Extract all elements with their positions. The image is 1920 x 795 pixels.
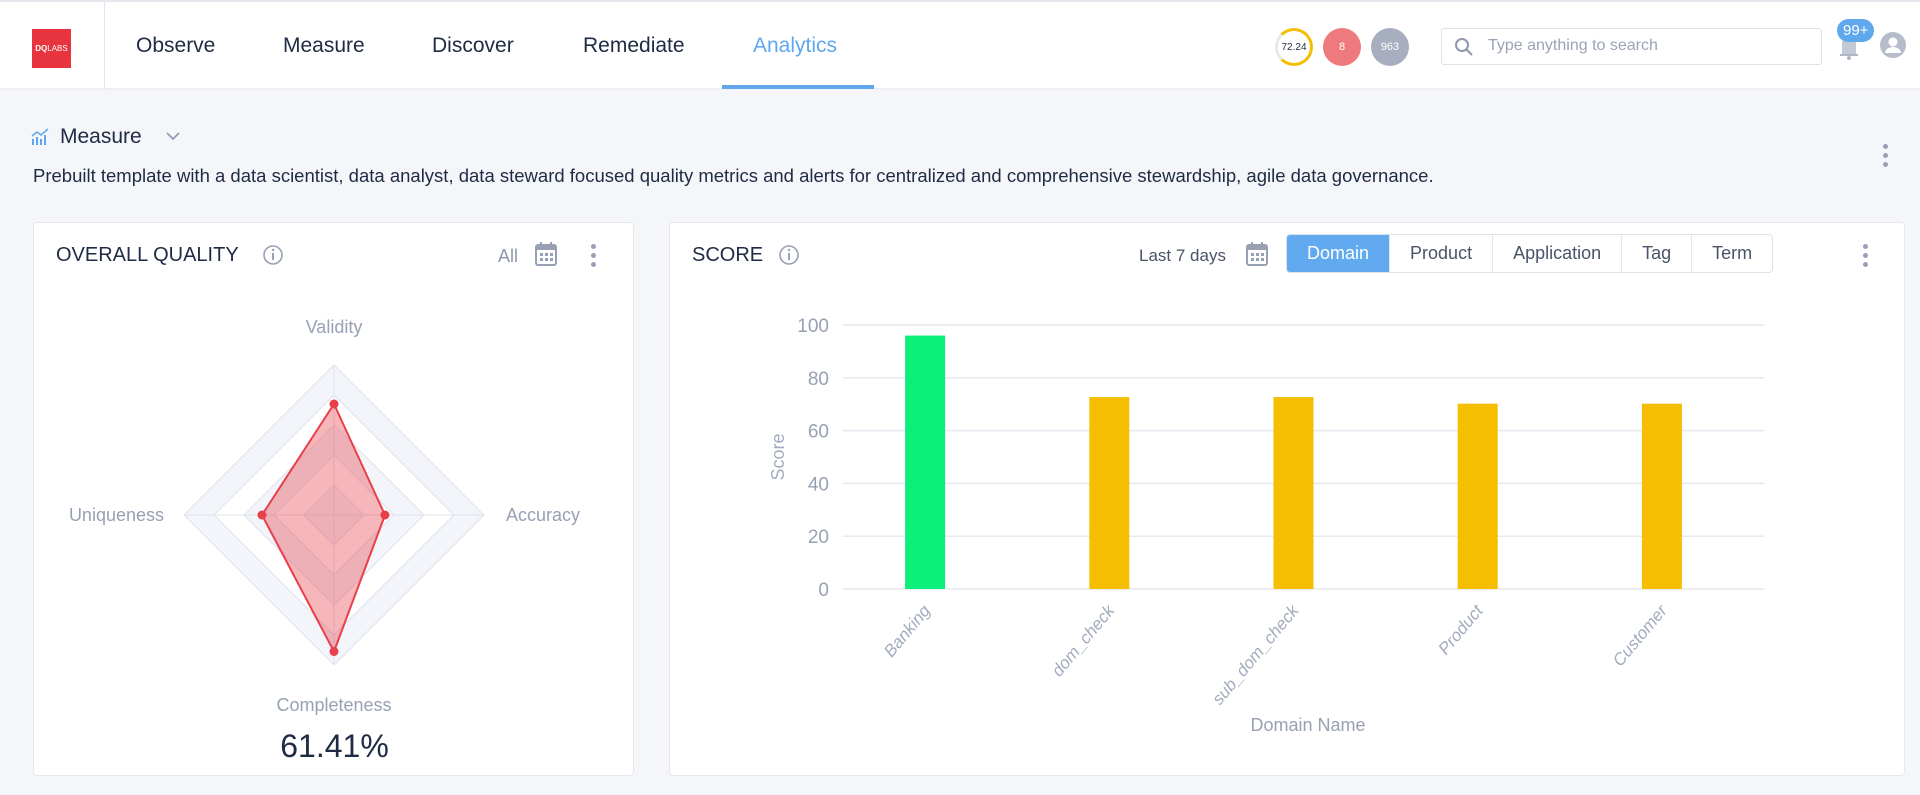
tab-product[interactable]: Product (1389, 235, 1492, 272)
radar-axis-label-accuracy: Accuracy (506, 505, 580, 525)
page-title: Measure (60, 125, 142, 148)
score-card: SCORE Last 7 days 0 20 40 60 80 100 Banking dom… (669, 222, 1905, 776)
card-more-menu[interactable] (591, 244, 597, 267)
bar-Product (1457, 403, 1498, 589)
score-gauge[interactable]: 72.24 (1275, 28, 1313, 66)
notification-count-badge: 99+ (1837, 19, 1875, 42)
x-tick-label: sub_dom_check (1208, 600, 1303, 708)
nav-measure[interactable]: Measure (283, 34, 365, 57)
bar-dom_check (1089, 397, 1130, 589)
tab-term[interactable]: Term (1691, 235, 1772, 272)
overall-quality-title: OVERALL QUALITY (56, 244, 239, 266)
alerts-badge[interactable]: 8 (1323, 28, 1361, 66)
card-more-menu[interactable] (1863, 244, 1869, 267)
radar-chart: Validity Accuracy Completeness Uniqueness (69, 317, 580, 715)
radar-axis-label-uniqueness: Uniqueness (69, 505, 164, 525)
divider (104, 2, 105, 90)
user-avatar-icon[interactable] (1880, 32, 1906, 58)
score-title: SCORE (692, 244, 764, 266)
radar-point (380, 510, 390, 520)
overall-score-value: 61.41% (280, 728, 389, 764)
y-tick-label: 100 (797, 316, 829, 337)
y-axis-label: Score (768, 433, 788, 480)
bar-Banking (905, 335, 946, 589)
radar-axis-label-validity: Validity (306, 317, 363, 337)
tab-domain[interactable]: Domain (1287, 235, 1390, 272)
search-icon (1455, 38, 1473, 56)
radar-axis-label-completeness: Completeness (276, 695, 391, 715)
nav-discover[interactable]: Discover (432, 34, 514, 57)
chevron-down-icon[interactable] (165, 130, 181, 142)
dqlabs-logo[interactable]: DQ LABS (32, 29, 71, 68)
date-filter-label: All (498, 246, 519, 266)
overall-quality-card: OVERALL QUALITY All Validity Accuracy Comp… (33, 222, 634, 776)
radar-point (329, 647, 339, 656)
calendar-icon[interactable] (1245, 241, 1269, 267)
issues-count: 963 (1380, 41, 1400, 53)
y-tick-label: 80 (808, 369, 829, 390)
x-tick-label: dom_check (1048, 600, 1119, 680)
y-tick-label: 20 (808, 527, 829, 548)
nav-analytics[interactable]: Analytics (753, 34, 838, 57)
y-tick-label: 40 (808, 474, 829, 495)
nav-remediate[interactable]: Remediate (583, 34, 685, 57)
measure-chart-icon (31, 128, 49, 145)
radar-point (329, 399, 339, 409)
date-range-label: Last 7 days (1139, 246, 1226, 265)
x-tick-label: Customer (1609, 600, 1672, 670)
x-tick-label: Banking (880, 601, 934, 661)
x-tick-label: Product (1435, 600, 1488, 658)
info-icon[interactable] (262, 244, 284, 266)
y-tick-label: 0 (818, 580, 829, 601)
tab-application[interactable]: Application (1492, 235, 1621, 272)
issues-badge[interactable]: 963 (1371, 28, 1409, 66)
search-box[interactable] (1441, 28, 1822, 65)
score-bar-chart: 0 20 40 60 80 100 Banking dom_check sub_dom_chec… (768, 316, 1764, 735)
bar-sub_dom_check (1273, 397, 1314, 589)
score-group-tabs: Domain Product Application Tag Term (1286, 234, 1774, 273)
calendar-icon[interactable] (534, 241, 558, 267)
active-tab-indicator (722, 85, 874, 89)
page-more-menu[interactable] (1883, 144, 1889, 167)
y-tick-label: 60 (808, 422, 829, 443)
score-gauge-value: 72.24 (1281, 41, 1307, 53)
radar-point (257, 510, 267, 520)
top-nav-bar: DQ LABS Observe Measure Discover Remediat… (0, 0, 1920, 90)
bar-Customer (1641, 403, 1682, 589)
tab-tag[interactable]: Tag (1621, 235, 1691, 272)
nav-observe[interactable]: Observe (136, 34, 216, 57)
page-description: Prebuilt template with a data scientist,… (33, 165, 1434, 186)
alerts-count: 8 (1338, 41, 1346, 53)
x-axis-label: Domain Name (1250, 715, 1365, 735)
search-input[interactable] (1488, 37, 1808, 55)
info-icon[interactable] (778, 244, 800, 266)
